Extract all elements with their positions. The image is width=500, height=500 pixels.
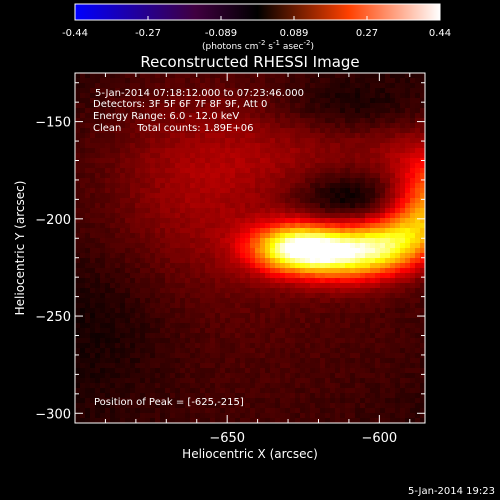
peak-position-label: Position of Peak = [-625,-215]	[94, 397, 244, 408]
x-axis-ticks: −650−600−550	[104, 73, 411, 446]
colorbar-tick-label: 0.44	[429, 28, 451, 39]
y-tick-label: −250	[35, 310, 71, 325]
info-time-range: 5-Jan-2014 07:18:12.000 to 07:23:46.000	[95, 88, 304, 99]
y-axis-label: Heliocentric Y (arcsec)	[13, 181, 27, 316]
colorbar-tick-label: -0.089	[205, 28, 237, 39]
x-axis-label: Heliocentric X (arcsec)	[182, 447, 318, 461]
date-stamp: 5-Jan-2014 19:23	[408, 486, 495, 497]
info-total-counts: Clean Total counts: 1.89E+06	[93, 123, 253, 134]
y-tick-label: −200	[35, 213, 71, 228]
chart-title: Reconstructed RHESSI Image	[140, 53, 359, 71]
info-energy-range: Energy Range: 6.0 - 12.0 keV	[93, 111, 239, 122]
colorbar: -0.44 -0.27 -0.089 0.089 0.27 0.44 (photons c…	[62, 3, 451, 52]
info-block: 5-Jan-2014 07:18:12.000 to 07:23:46.000 …	[93, 88, 304, 134]
colorbar-tick-label: -0.27	[135, 28, 161, 39]
y-tick-label: −150	[35, 116, 71, 131]
colorbar-tick-label: -0.44	[62, 28, 88, 39]
x-tick-label: −600	[361, 431, 397, 446]
colorbar-tick-label: 0.089	[280, 28, 309, 39]
colorbar-units-label: (photons cm-2 s-1 asec-2)	[202, 39, 314, 52]
info-detectors: Detectors: 3F 5F 6F 7F 8F 9F, Att 0	[93, 99, 267, 110]
colorbar-tick-label: 0.27	[356, 28, 378, 39]
y-axis-ticks: −150 −200 −250 −300	[35, 82, 425, 422]
colorbar-ticks: -0.44 -0.27 -0.089 0.089 0.27 0.44	[62, 16, 451, 39]
x-tick-label: −650	[209, 431, 245, 446]
plot-frame	[74, 72, 426, 424]
y-tick-label: −300	[35, 407, 71, 422]
heatmap-image	[75, 73, 425, 423]
colorbar-gradient	[74, 3, 441, 21]
heatmap-container	[75, 73, 425, 423]
